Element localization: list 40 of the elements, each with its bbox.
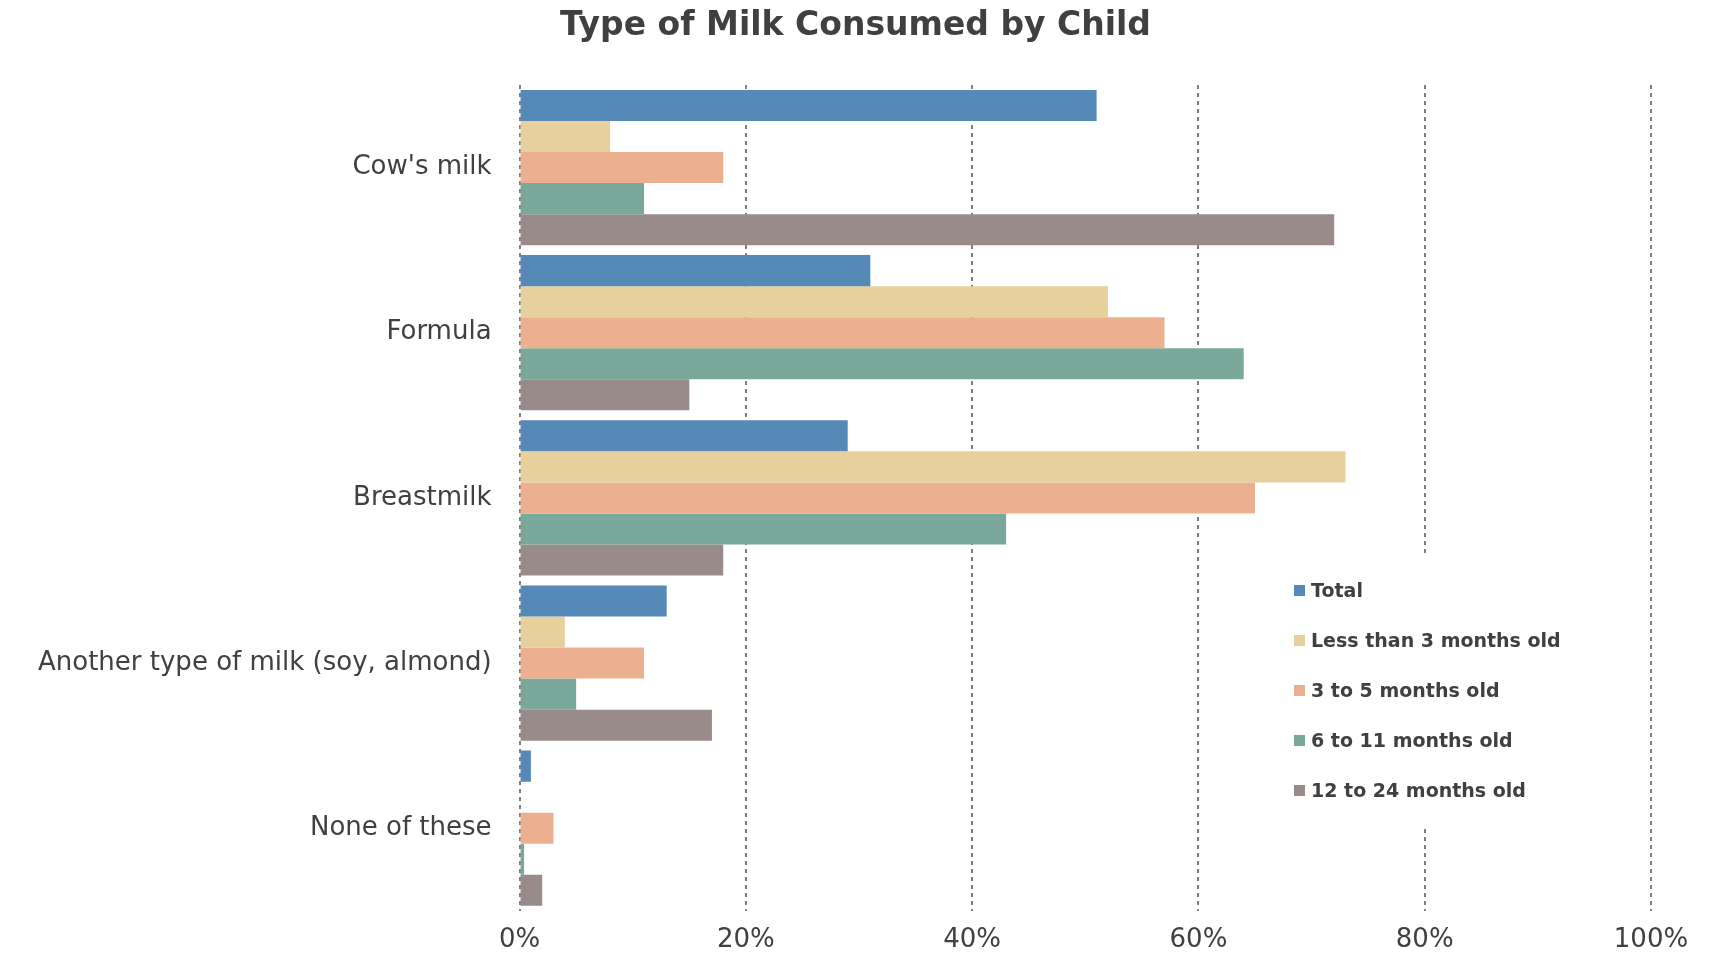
bar: [520, 513, 1007, 545]
bar: [520, 482, 1256, 514]
bar: [520, 750, 531, 782]
bar: [520, 89, 1097, 122]
bar: [520, 544, 724, 576]
bar: [520, 379, 690, 411]
legend-label: 6 to 11 months old: [1311, 729, 1513, 751]
bar: [520, 121, 611, 153]
bar: [520, 874, 543, 906]
y-tick-label: Breastmilk: [353, 480, 492, 511]
bar: [520, 709, 712, 741]
x-tick-label: 0%: [498, 923, 541, 954]
bar: [520, 214, 1335, 246]
legend-label: Total: [1311, 579, 1363, 601]
bar: [520, 451, 1346, 483]
bar: [520, 585, 667, 617]
legend-label: 12 to 24 months old: [1311, 779, 1526, 801]
bar: [520, 183, 645, 215]
legend-label: Less than 3 months old: [1311, 629, 1561, 651]
bar: [520, 286, 1108, 318]
x-tick-label: 60%: [1169, 923, 1228, 954]
bar: [520, 678, 577, 710]
x-tick-label: 80%: [1395, 923, 1454, 954]
x-tick-label: 40%: [943, 923, 1002, 954]
bar: [520, 420, 848, 452]
chart-title: Type of Milk Consumed by Child: [559, 4, 1152, 43]
y-tick-label: Formula: [386, 315, 492, 346]
bar: [520, 317, 1165, 349]
bar: [520, 152, 724, 184]
x-tick-label: 20%: [716, 923, 775, 954]
x-tick-label: 100%: [1613, 923, 1689, 954]
bar: [520, 812, 554, 844]
y-tick-label: Another type of milk (soy, almond): [38, 645, 492, 676]
bar: [520, 616, 565, 648]
y-tick-label: None of these: [309, 810, 492, 841]
bar: [520, 647, 645, 679]
bar: [520, 255, 871, 287]
y-tick-label: Cow's milk: [352, 150, 492, 181]
legend-label: 3 to 5 months old: [1311, 679, 1500, 701]
bar: [520, 348, 1244, 380]
